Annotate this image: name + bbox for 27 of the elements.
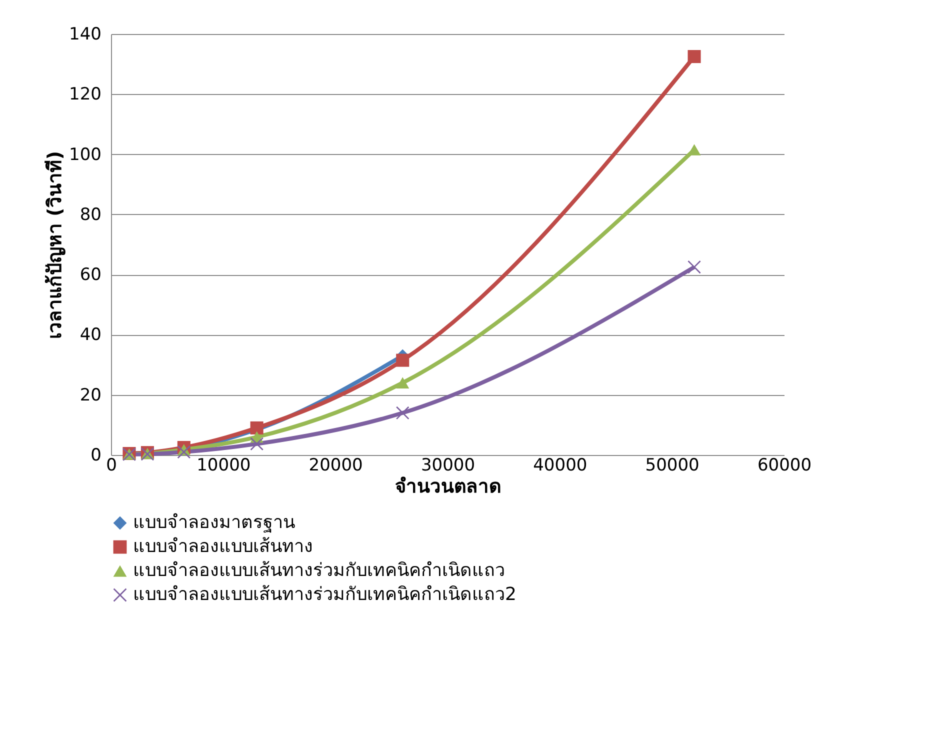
point xyxy=(688,50,701,64)
x-tick-label: 60000 xyxy=(757,456,812,476)
point xyxy=(177,445,190,459)
point xyxy=(396,377,410,388)
point xyxy=(396,406,410,420)
legend-label: แบบจำลองมาตรฐาน xyxy=(133,512,295,533)
point xyxy=(250,437,264,450)
y-axis-title: เวลาแก้ปัญหา (วินาที) xyxy=(44,151,66,339)
x-tick-label: 0 xyxy=(106,456,117,476)
legend-label: แบบจำลองแบบเส้นทาง xyxy=(133,536,313,557)
x-tick-label: 40000 xyxy=(533,456,588,476)
y-tick-label: 60 xyxy=(80,265,102,286)
y-tick-label: 80 xyxy=(80,204,102,225)
x-tick-label: 50000 xyxy=(645,456,700,476)
y-tick-label: 40 xyxy=(80,325,102,346)
x-tick-label: 30000 xyxy=(420,456,476,476)
point xyxy=(396,354,410,367)
y-tick-label: 140 xyxy=(69,24,102,44)
x-tick-label: 10000 xyxy=(196,456,251,476)
point xyxy=(688,260,701,274)
legend-label: แบบจำลองแบบเส้นทางร่วมกับเทคนิคกำเนิดแถว xyxy=(133,560,505,581)
x-axis-title: จำนวนตลาด xyxy=(395,476,501,498)
y-tick-label: 120 xyxy=(69,84,102,105)
x-tick-label: 20000 xyxy=(308,456,363,476)
y-tick-label: 100 xyxy=(69,144,102,165)
y-tick-label: 20 xyxy=(80,385,102,406)
legend-label: แบบจำลองแบบเส้นทางร่วมกับเทคนิคกำเนิดแถว2 xyxy=(133,584,516,605)
